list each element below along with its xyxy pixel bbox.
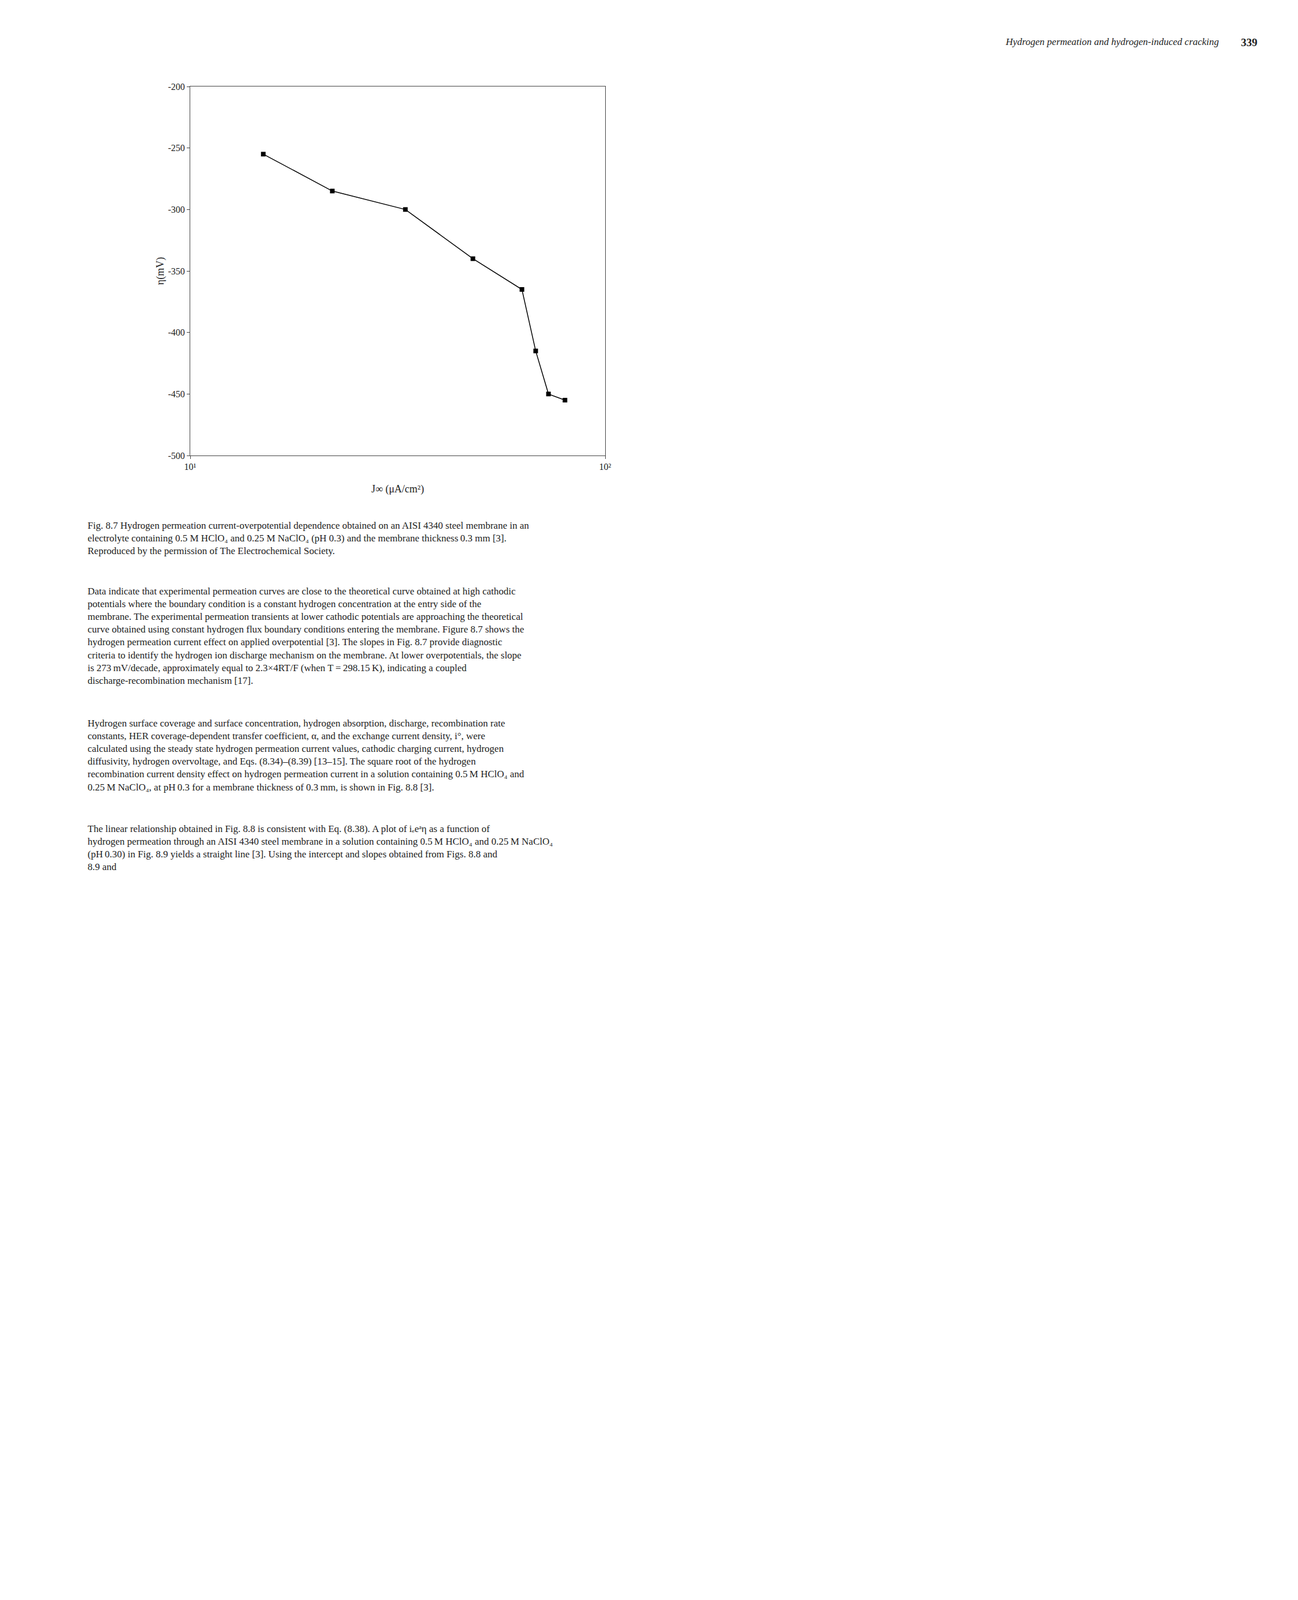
svg-text:10¹: 10¹	[184, 461, 197, 472]
svg-text:-350: -350	[167, 266, 185, 277]
svg-text:η(mV): η(mV)	[154, 257, 167, 285]
svg-text:Hydrogen permeation and hydrog: Hydrogen permeation and hydrogen-induced…	[1005, 36, 1220, 48]
svg-text:-450: -450	[167, 389, 185, 399]
svg-text:Fig. 8.7 Hydrogen permeation c: Fig. 8.7 Hydrogen permeation current-ove…	[87, 519, 530, 557]
svg-text:-500: -500	[167, 450, 185, 461]
svg-text:-200: -200	[167, 81, 185, 92]
svg-text:J∞ (μA/cm²): J∞ (μA/cm²)	[371, 483, 424, 496]
svg-text:339: 339	[1240, 36, 1258, 49]
svg-text:-300: -300	[167, 204, 185, 215]
svg-text:Hydrogen surface coverage and: Hydrogen surface coverage and surface co…	[87, 717, 525, 793]
svg-text:The linear relationship obtain: The linear relationship obtained in Fig.…	[87, 823, 553, 873]
svg-text:-250: -250	[167, 142, 185, 153]
svg-text:-400: -400	[167, 327, 185, 338]
svg-text:10²: 10²	[599, 461, 612, 472]
svg-text:Data indicate that experimenta: Data indicate that experimental permeati…	[87, 585, 524, 686]
